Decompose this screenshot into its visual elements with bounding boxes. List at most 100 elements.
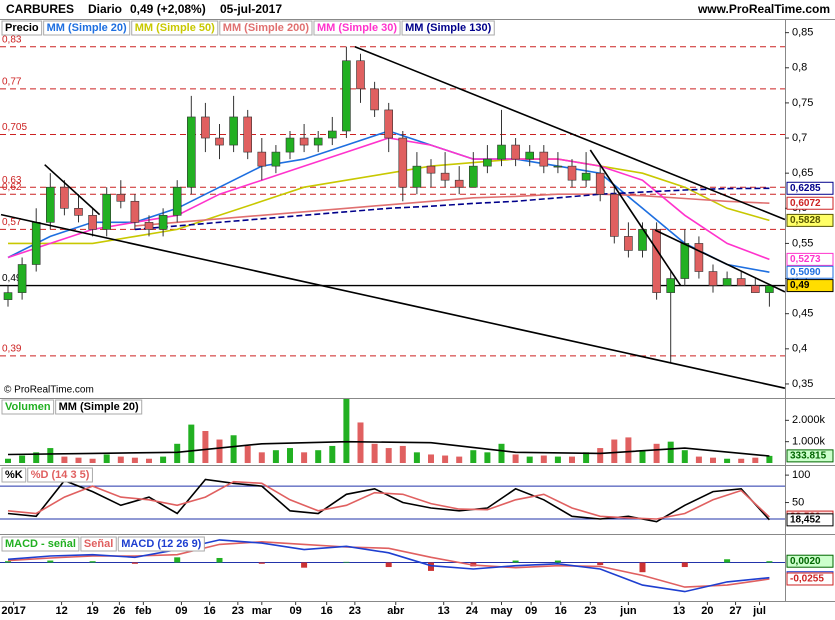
x-tick-label: 23 [584, 605, 596, 617]
candle-body [525, 151, 535, 160]
level-label: 0,63 [2, 175, 22, 186]
volume-bar [33, 452, 40, 463]
volume-bar [653, 443, 660, 463]
volume-bar [117, 456, 124, 463]
quote: 0,49 (+2,08%) [130, 2, 206, 16]
line [7, 540, 770, 588]
copyright: © ProRealTime.com [4, 385, 94, 396]
y-tick-label: 0,55 [792, 237, 813, 249]
legend-label: MM (Simple 20) [59, 401, 139, 413]
candle-body [398, 137, 408, 188]
x-tick-label: abr [387, 605, 405, 617]
volume-bar [681, 450, 688, 463]
value-tag: 0,5828 [790, 215, 821, 226]
volume-bar [357, 422, 364, 463]
legend-box [1, 536, 80, 552]
volume-bar [89, 458, 96, 463]
candle-body [426, 165, 436, 174]
legend-box [219, 20, 313, 36]
x-tick-label: 24 [466, 605, 479, 617]
candle-body [454, 179, 464, 188]
volume-bar [498, 443, 505, 463]
volume-bar [569, 456, 575, 463]
histogram-bar [5, 561, 11, 563]
period: Diario [88, 2, 122, 16]
candle-body [187, 116, 196, 188]
volume-bar [272, 450, 279, 463]
legend-label: MACD - señal [5, 538, 76, 550]
volume-bar [287, 448, 293, 463]
volume-bar [202, 431, 209, 463]
candle-body [172, 186, 182, 216]
legend-box [401, 20, 495, 36]
histogram-bar [512, 560, 519, 563]
legend-box [1, 467, 27, 483]
y-tick-label: 0,35 [792, 378, 813, 390]
legend-label: Señal [84, 538, 113, 550]
volume-bar [385, 448, 392, 463]
y-tick-label: 2.000k [792, 414, 826, 426]
legend-box [313, 20, 401, 36]
x-tick-label: 20 [701, 605, 713, 617]
volume-bar [258, 452, 265, 463]
value-tag-box [786, 572, 834, 586]
value-tag: -0,0255 [790, 574, 824, 585]
frame [0, 19, 835, 602]
candle-body [299, 137, 309, 146]
volume-bar [19, 455, 26, 463]
histogram-bar [639, 562, 646, 573]
legend-label: %K [5, 469, 23, 481]
legend-box [1, 399, 55, 415]
x-tick-label: jun [619, 605, 637, 617]
trendline [654, 229, 786, 293]
histogram-bar [554, 560, 561, 563]
x-tick-label: 27 [729, 605, 741, 617]
histogram-bar [216, 557, 223, 563]
volume-bar [766, 455, 773, 463]
line [134, 187, 770, 231]
value-tag-box [786, 513, 834, 527]
value-tag-box [786, 279, 834, 293]
level-label: 0,83 [2, 34, 22, 45]
histogram-bar [385, 562, 392, 568]
candle-body [539, 151, 549, 167]
value-tag: 0,49 [790, 280, 810, 291]
volume-bar [216, 439, 223, 463]
legend-label: MM (Simple 130) [405, 22, 492, 34]
value-tag-box [786, 554, 834, 568]
legend-box [27, 467, 93, 483]
candle-body [342, 60, 351, 132]
histogram-bar [301, 562, 308, 568]
line [8, 158, 770, 245]
volume-bar [667, 441, 674, 463]
candle-body [666, 278, 676, 293]
x-tick-label: 23 [349, 605, 361, 617]
candle-body [285, 137, 295, 153]
volume-bar [540, 455, 547, 463]
trendline [44, 164, 101, 216]
value-tag: 0,6072 [790, 198, 821, 209]
candle-body [511, 144, 520, 160]
legend-box [55, 399, 143, 415]
candle-body [609, 193, 619, 237]
candle-body [624, 236, 633, 251]
x-tick-label: 13 [438, 605, 450, 617]
legend-label: MM (Simple 200) [223, 22, 310, 34]
date: 05-jul-2017 [220, 2, 282, 16]
legend-label: Precio [5, 22, 39, 34]
volume-bar [554, 456, 561, 463]
candle-body [74, 207, 83, 216]
volume-bar [47, 448, 54, 463]
candle-body [567, 165, 577, 181]
volume-bar [315, 450, 322, 463]
trendline [589, 149, 682, 287]
volume-bar [160, 456, 167, 463]
x-tick-label: 19 [86, 605, 98, 617]
volume-bar [329, 445, 336, 463]
candle-body [271, 151, 281, 167]
x-tick-label: may [490, 605, 513, 617]
candle-body [201, 116, 210, 139]
